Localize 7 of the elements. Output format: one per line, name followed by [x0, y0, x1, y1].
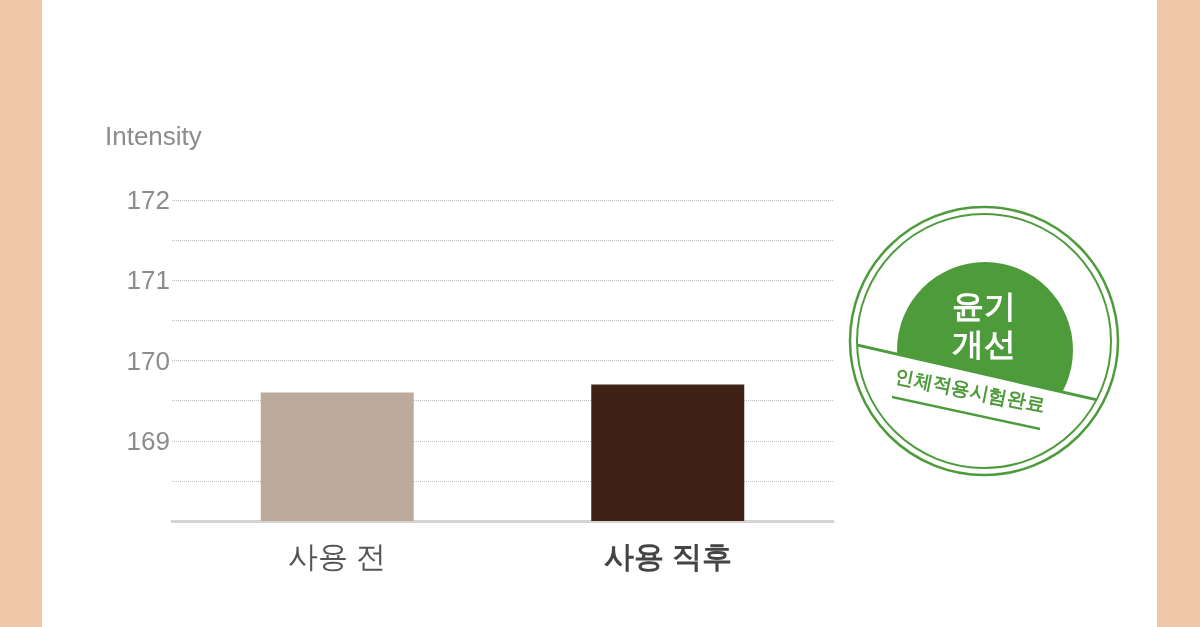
- x-tick-label: 사용 직후: [603, 539, 732, 573]
- y-tick-label: 169: [126, 425, 170, 456]
- y-axis-title: Intensity: [105, 121, 202, 151]
- y-tick-label: 170: [126, 345, 170, 376]
- x-tick-label: 사용 전: [288, 539, 387, 573]
- y-tick-label: 171: [126, 265, 170, 296]
- y-tick-label: 172: [126, 185, 170, 215]
